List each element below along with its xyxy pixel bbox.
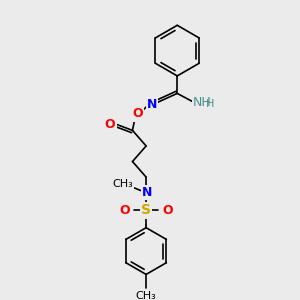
Text: N: N <box>147 98 157 111</box>
Text: O: O <box>105 118 116 131</box>
Text: O: O <box>162 204 173 217</box>
Text: NH: NH <box>193 96 212 109</box>
Text: N: N <box>142 186 152 199</box>
Text: CH₃: CH₃ <box>112 179 133 189</box>
Text: S: S <box>141 203 151 217</box>
Text: O: O <box>132 107 143 120</box>
Text: H: H <box>206 99 214 109</box>
Text: O: O <box>119 204 130 217</box>
Text: CH₃: CH₃ <box>136 291 157 300</box>
